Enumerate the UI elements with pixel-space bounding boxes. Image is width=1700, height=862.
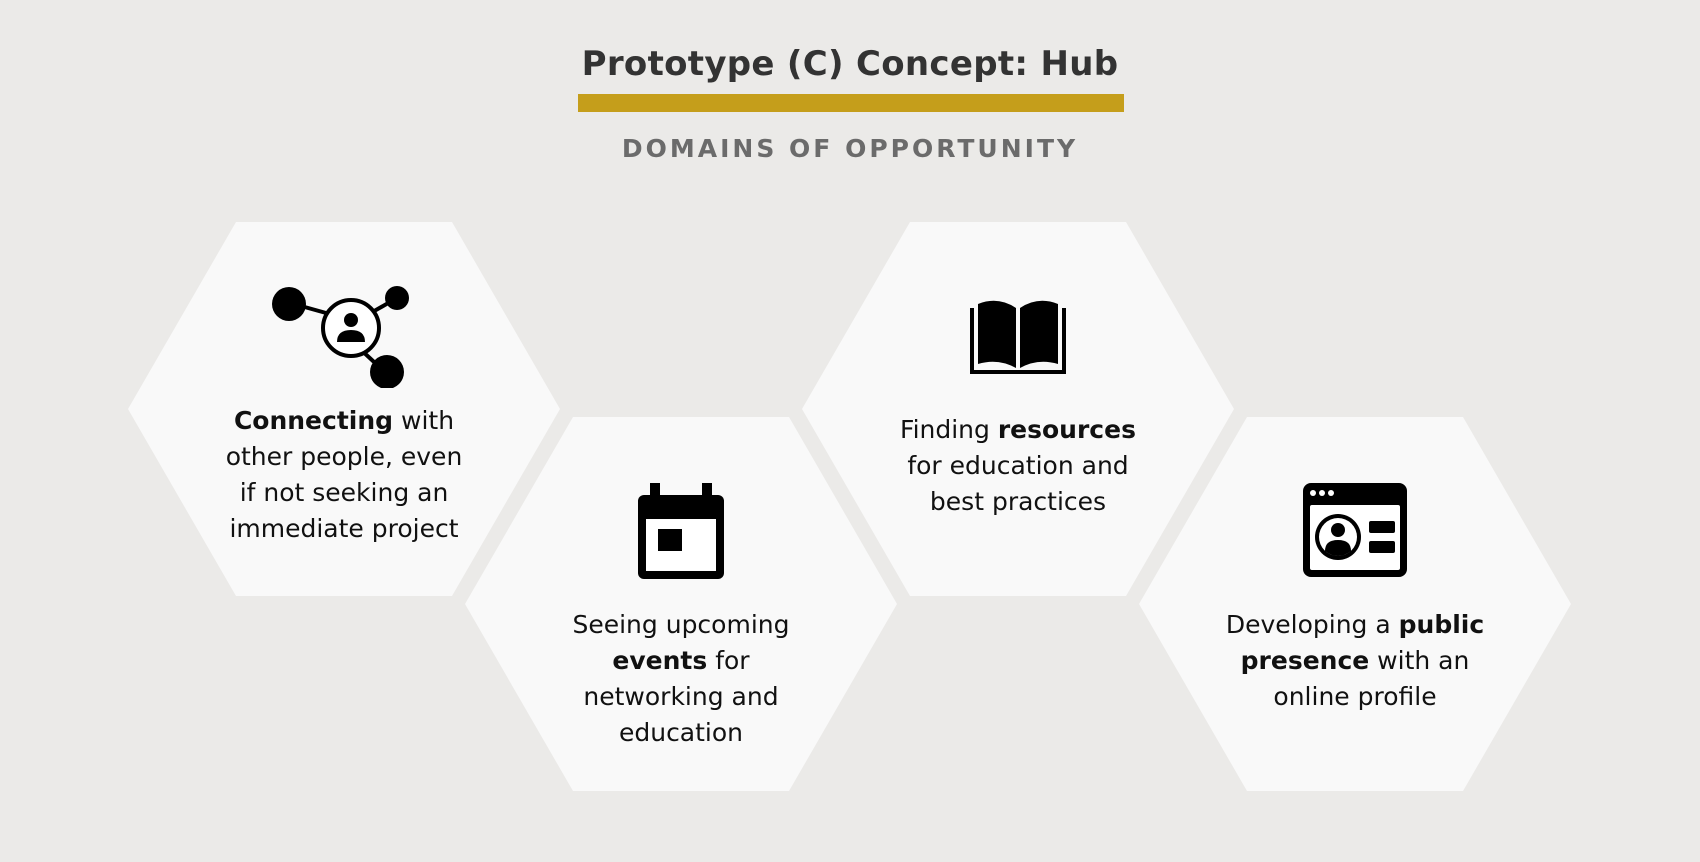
profile-window-icon: [1139, 481, 1571, 579]
domain-hex-connecting: Connecting with other people, even if no…: [128, 222, 560, 596]
domain-text-public-presence: Developing a public presence with an onl…: [1225, 610, 1485, 711]
domain-hex-events: Seeing upcoming events for networking an…: [465, 417, 897, 791]
domain-text-events: Seeing upcoming events for networking an…: [572, 610, 790, 747]
network-person-icon: [128, 274, 560, 388]
domain-text-resources: Finding resources for education and best…: [900, 415, 1136, 516]
open-book-icon: [802, 298, 1234, 376]
calendar-icon: [465, 483, 897, 581]
domain-hex-public-presence: Developing a public presence with an onl…: [1139, 417, 1571, 791]
domain-text-connecting: Connecting with other people, even if no…: [225, 406, 463, 543]
domain-hex-resources: Finding resources for education and best…: [802, 222, 1234, 596]
page-title: Prototype (C) Concept: Hub: [581, 44, 1119, 84]
title-underline: [578, 94, 1124, 112]
page-subtitle: DOMAINS OF OPPORTUNITY: [621, 134, 1079, 163]
